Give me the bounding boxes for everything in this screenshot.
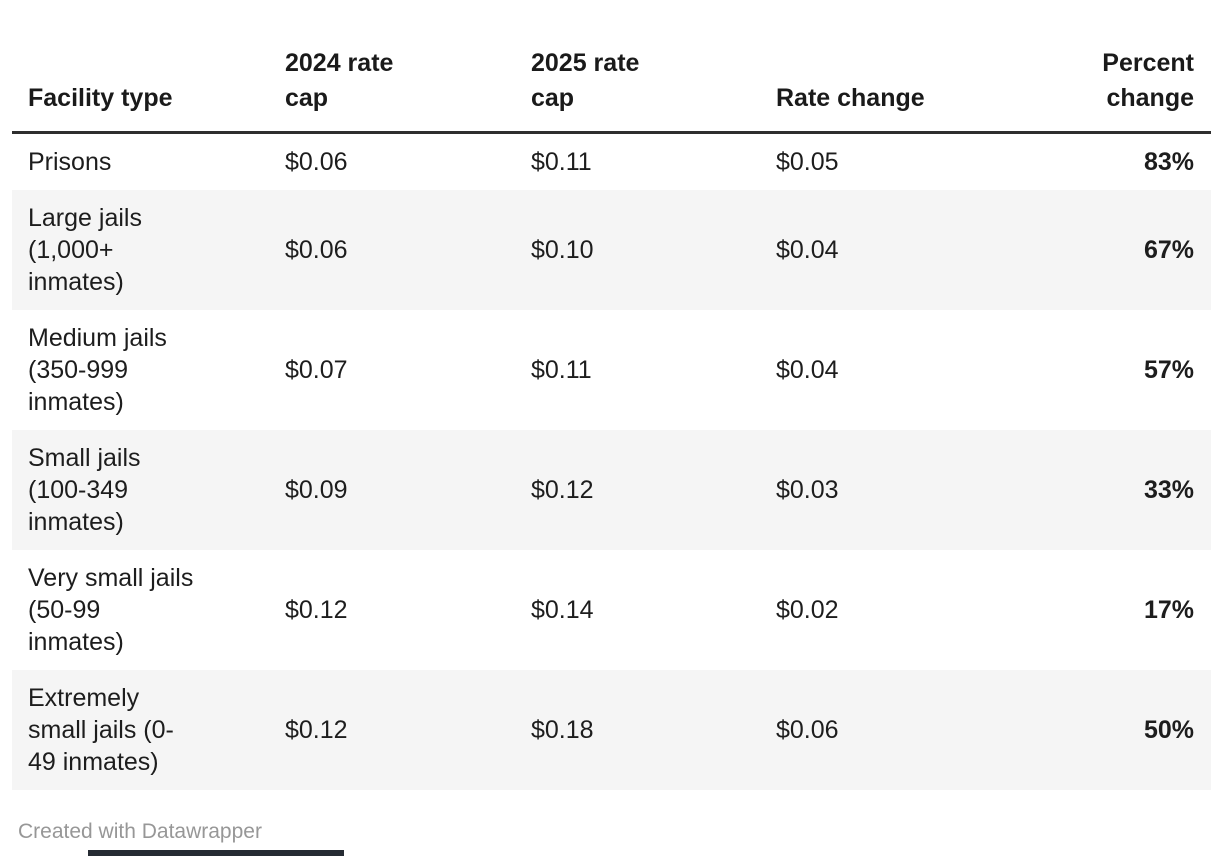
table-row: Prisons $0.06 $0.11 $0.05 83% — [12, 133, 1211, 191]
cell-cap2025: $0.11 — [531, 148, 592, 176]
cell-cap2024: $0.12 — [285, 596, 348, 624]
cell-cap2025: $0.14 — [531, 596, 594, 624]
cell-cap2024: $0.07 — [285, 356, 348, 384]
cell-cap2025: $0.18 — [531, 716, 594, 744]
table-row: Very small jails (50-99 inmates) $0.12 $0.… — [12, 550, 1211, 670]
table-row: Medium jails (350-999 inmates) $0.07 $0.11… — [12, 310, 1211, 430]
table-row: Large jails (1,000+ inmates) $0.06 $0.10 $0… — [12, 190, 1211, 310]
column-header-2024-rate-cap: 2024 rate cap — [269, 0, 515, 134]
column-header-facility-type: Facility type — [12, 0, 269, 134]
cell-cap2024: $0.09 — [285, 476, 348, 504]
cell-percent: 33% — [1143, 476, 1194, 504]
table-row: Extremely small jails (0- 49 inmates) $0.… — [12, 670, 1211, 790]
table-header: Facility type 2024 rate cap 2025 rate ca… — [12, 0, 1211, 134]
cell-facility: Extremely small jails (0- 49 inmates) — [28, 684, 174, 776]
table-header-row: Facility type 2024 rate cap 2025 rate ca… — [12, 0, 1211, 134]
column-header-percent-change: Percent change — [1000, 0, 1211, 134]
cell-cap2024: $0.06 — [285, 148, 348, 176]
cell-facility: Medium jails (350-999 inmates) — [28, 324, 167, 416]
cell-cap2024: $0.12 — [285, 716, 348, 744]
cell-facility: Large jails (1,000+ inmates) — [28, 204, 142, 296]
cell-change: $0.04 — [776, 236, 839, 264]
cell-cap2025: $0.12 — [531, 476, 594, 504]
table-row: Small jails (100-349 inmates) $0.09 $0.12 $… — [12, 430, 1211, 550]
cell-facility: Very small jails (50-99 inmates) — [28, 564, 194, 656]
cell-cap2025: $0.11 — [531, 356, 592, 384]
cell-facility: Small jails (100-349 inmates) — [28, 444, 141, 536]
cell-cap2025: $0.10 — [531, 236, 594, 264]
column-header-rate-change: Rate change — [760, 0, 1000, 134]
cell-change: $0.05 — [776, 148, 839, 176]
column-header-2025-rate-cap: 2025 rate cap — [515, 0, 760, 134]
cell-cap2024: $0.06 — [285, 236, 348, 264]
table-body: Prisons $0.06 $0.11 $0.05 83% Large jails (1,… — [12, 133, 1211, 790]
bottom-bar — [88, 850, 344, 856]
cell-change: $0.03 — [776, 476, 839, 504]
cell-percent: 67% — [1143, 236, 1194, 264]
cell-percent: 57% — [1143, 356, 1194, 384]
cell-percent: 83% — [1143, 148, 1194, 176]
rate-cap-table: Facility type 2024 rate cap 2025 rate ca… — [12, 0, 1211, 790]
cell-facility: Prisons — [28, 148, 112, 176]
cell-change: $0.02 — [776, 596, 839, 624]
cell-change: $0.06 — [776, 716, 839, 744]
attribution-text: Created with Datawrapper — [18, 820, 262, 843]
cell-percent: 17% — [1143, 596, 1194, 624]
cell-percent: 50% — [1143, 716, 1194, 744]
cell-change: $0.04 — [776, 356, 839, 384]
